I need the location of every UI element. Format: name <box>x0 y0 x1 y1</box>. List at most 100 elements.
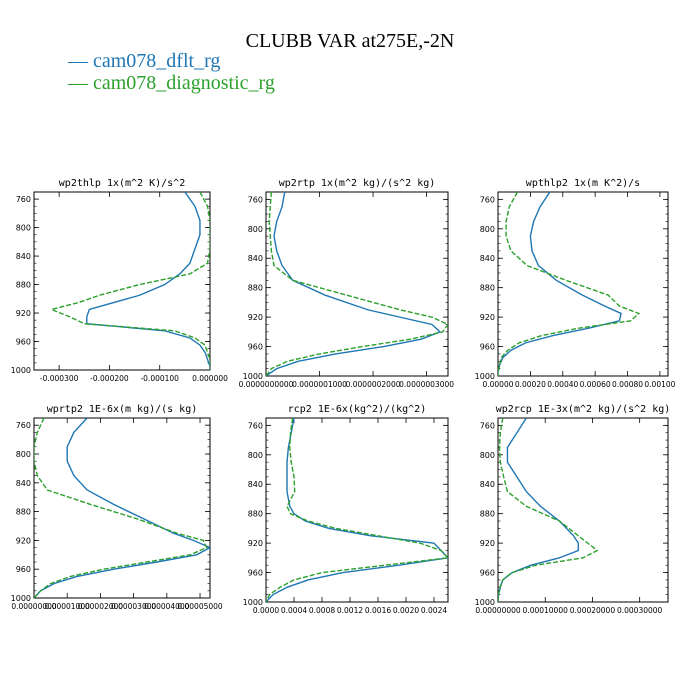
x-tick-label: 0.0012 <box>337 606 363 615</box>
y-tick-label: 960 <box>16 338 31 347</box>
y-tick-label: 960 <box>248 569 263 578</box>
y-tick-label: 920 <box>248 539 263 548</box>
series-line-diagnostic <box>34 418 208 598</box>
y-tick-label: 840 <box>16 479 31 488</box>
y-tick-label: 960 <box>248 343 263 352</box>
y-tick-label: 840 <box>480 254 495 263</box>
plot-title: wp2rcp 1E-3x(m^2 kg)/(s^2 kg) <box>496 404 671 415</box>
x-tick-label: 0.0020 <box>393 606 419 615</box>
legend-label: cam078_dflt_rg <box>93 50 221 72</box>
plot-panel-5: rcp2 1E-6x(kg^2)/(kg^2) 760 800 840 880 920 96… <box>243 404 449 615</box>
x-tick-label: 0.00020000 <box>570 606 616 615</box>
y-tick-label: 800 <box>480 451 495 460</box>
x-tick-label: 0.0004 <box>281 606 307 615</box>
x-tick-label: 0.00001000 <box>45 602 91 611</box>
y-tick-label: 800 <box>16 450 31 459</box>
plot-frame <box>497 191 669 377</box>
x-tick-label: 0.00100 <box>644 380 675 389</box>
y-tick-label: 840 <box>480 480 495 489</box>
y-tick-label: 880 <box>480 284 495 293</box>
series-line-diagnostic <box>266 418 448 602</box>
y-tick-label: 920 <box>480 313 495 322</box>
y-tick-label: 1000 <box>243 598 263 607</box>
plot-panel-4: wprtp2 1E-6x(m kg)/(s kg) 760 800 840 880 920… <box>11 404 223 611</box>
x-tick-label: 0.0000001000 <box>292 380 347 389</box>
y-tick-label: 760 <box>16 421 31 430</box>
x-tick-label: 0.00040 <box>547 380 578 389</box>
x-tick-label: 0.0000000000 <box>239 380 294 389</box>
x-tick-label: 0.0024 <box>421 606 447 615</box>
y-tick-label: 960 <box>480 569 495 578</box>
y-tick-label: 760 <box>480 195 495 204</box>
y-tick-label: 880 <box>248 510 263 519</box>
x-tick-label: 0.00004000 <box>144 602 190 611</box>
y-tick-label: 800 <box>248 225 263 234</box>
series-line-diagnostic <box>498 192 641 376</box>
plot-frame <box>265 191 449 377</box>
series-line-dflt <box>498 192 622 376</box>
x-tick-label: 0.00005000 <box>177 602 223 611</box>
x-tick-label: 0.00010000 <box>523 606 569 615</box>
x-tick-label: 0.00000000 <box>11 602 57 611</box>
x-tick-label: 0.00060 <box>580 380 611 389</box>
plot-panel-6: wp2rcp 1E-3x(m^2 kg)/(s^2 kg)760 800 840 88… <box>475 404 671 615</box>
y-tick-label: 760 <box>248 195 263 204</box>
x-tick-label: 0.00002000 <box>78 602 124 611</box>
y-tick-label: 920 <box>16 309 31 318</box>
y-tick-label: 880 <box>480 510 495 519</box>
plot-title: wp2thlp 1x(m^2 K)/s^2 <box>59 178 185 189</box>
x-tick-label: 0.000000 <box>192 374 228 383</box>
y-tick-label: 760 <box>480 421 495 430</box>
y-tick-label: 1000 <box>475 372 495 381</box>
series-line-dflt <box>266 192 442 376</box>
plot-frame <box>33 417 211 599</box>
y-tick-label: 840 <box>16 252 31 261</box>
x-tick-label: 0.0000 <box>253 606 279 615</box>
y-tick-label: 920 <box>480 539 495 548</box>
y-tick-label: 1000 <box>11 594 31 603</box>
y-tick-label: 920 <box>16 536 31 545</box>
x-tick-label: 0.00030000 <box>617 606 663 615</box>
plot-title: wpthlp2 1x(m K^2)/s <box>526 178 640 189</box>
y-tick-label: 880 <box>16 508 31 517</box>
y-tick-label: 800 <box>248 451 263 460</box>
y-tick-label: 760 <box>248 421 263 430</box>
y-tick-label: 800 <box>16 224 31 233</box>
series-line-diagnostic <box>498 418 599 602</box>
x-tick-label: -0.000300 <box>40 374 79 383</box>
x-tick-label: 0.0016 <box>365 606 391 615</box>
x-tick-label: 0.00020 <box>515 380 546 389</box>
plot-title: rcp2 1E-6x(kg^2)/(kg^2) <box>288 404 426 415</box>
x-tick-label: -0.000200 <box>90 374 129 383</box>
y-tick-label: 880 <box>248 284 263 293</box>
y-tick-label: 1000 <box>243 372 263 381</box>
legend-label: cam078_diagnostic_rg <box>93 72 275 94</box>
x-tick-label: 0.0008 <box>309 606 335 615</box>
series-line-dflt <box>34 418 210 598</box>
y-tick-label: 1000 <box>475 598 495 607</box>
plot-frame <box>265 417 449 603</box>
series-line-dflt <box>86 192 210 370</box>
legend-item-diagnostic: — cam078_diagnostic_rg <box>68 72 275 95</box>
series-line-diagnostic <box>49 192 210 370</box>
x-tick-label: 0.00000 <box>482 380 513 389</box>
legend-line: — <box>68 72 88 94</box>
y-tick-label: 1000 <box>11 366 31 375</box>
series-line-diagnostic <box>266 192 448 376</box>
x-tick-label: 0.00080 <box>612 380 643 389</box>
plot-frame <box>33 191 211 371</box>
plot-panel-1: wp2thlp 1x(m^2 K)/s^2 760 800 840 880 920 960 1… <box>11 178 228 383</box>
y-tick-label: 920 <box>248 313 263 322</box>
x-tick-label: 0.00003000 <box>111 602 157 611</box>
legend-item-dflt: — cam078_dflt_rg <box>68 50 220 73</box>
y-tick-label: 800 <box>480 225 495 234</box>
legend-line: — <box>68 50 88 72</box>
y-tick-label: 960 <box>16 565 31 574</box>
page-title: CLUBB VAR at275E,-2N <box>245 30 455 52</box>
y-tick-label: 960 <box>480 343 495 352</box>
y-tick-label: 880 <box>16 281 31 290</box>
x-tick-label: -0.000100 <box>140 374 179 383</box>
x-tick-label: 0.0000002000 <box>346 380 401 389</box>
series-line-dflt <box>266 418 448 602</box>
